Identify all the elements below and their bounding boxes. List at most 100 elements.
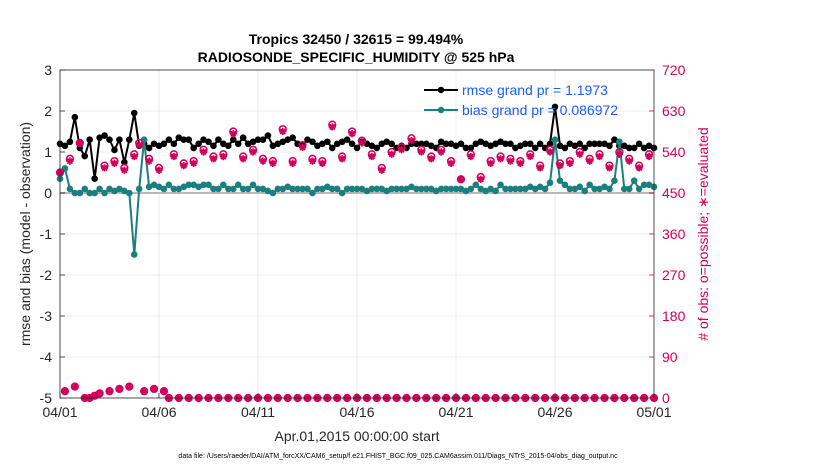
rmse-point xyxy=(333,140,341,148)
bias-point xyxy=(512,185,519,193)
rmse-point xyxy=(502,140,509,148)
rmse-point xyxy=(200,136,207,143)
bias-point xyxy=(338,189,346,197)
obs-evaluated-point xyxy=(219,152,227,161)
bias-point xyxy=(447,185,455,193)
obs-evaluated-point xyxy=(348,130,356,138)
rmse-point xyxy=(264,132,272,139)
bias-point xyxy=(427,185,435,193)
obs-evaluated-point xyxy=(115,385,123,393)
obs-evaluated-point xyxy=(526,152,534,161)
obs-evaluated-point xyxy=(71,383,79,391)
rmse-point xyxy=(165,136,173,143)
y-tick-label: -3 xyxy=(40,308,53,324)
obs-evaluated-point xyxy=(239,155,247,163)
bias-point xyxy=(121,187,128,195)
obs-evaluated-point xyxy=(536,164,544,172)
rmse-point xyxy=(566,140,574,148)
chart-title-line2: RADIOSONDE_SPECIFIC_HUMIDITY @ 525 hPa xyxy=(198,49,515,65)
bias-point xyxy=(621,185,628,193)
bias-point xyxy=(126,189,133,197)
obs-evaluated-point xyxy=(91,392,99,400)
bias-point xyxy=(101,189,108,197)
bias-point xyxy=(477,185,485,193)
obs-evaluated-point xyxy=(96,389,104,398)
rmse-point xyxy=(81,152,89,160)
y-tick-label: -4 xyxy=(40,349,53,365)
bias-point xyxy=(333,185,341,193)
y-tick-label: 0 xyxy=(44,185,52,201)
bias-point xyxy=(259,185,267,193)
bias-point xyxy=(304,185,311,193)
rmse-point xyxy=(91,175,98,182)
rmse-point xyxy=(155,142,163,150)
bias-point xyxy=(566,185,574,193)
obs-evaluated-point xyxy=(645,152,653,161)
rmse-point xyxy=(378,140,386,148)
rmse-point xyxy=(601,140,608,148)
x-axis-label: Apr.01,2015 00:00:00 start xyxy=(274,428,439,444)
bias-point xyxy=(324,183,331,191)
y-tick-label: -5 xyxy=(40,390,53,406)
y-tick-label: -1 xyxy=(40,226,53,242)
obs-evaluated-point xyxy=(487,159,495,167)
obs-evaluated-point xyxy=(546,148,554,156)
bias-point xyxy=(586,181,593,189)
bias-point xyxy=(561,181,569,189)
rmse-point xyxy=(437,138,445,146)
obs-evaluated-point xyxy=(586,157,594,165)
rmse-point xyxy=(190,144,197,152)
bias-point xyxy=(467,185,475,193)
rmse-point xyxy=(150,140,158,148)
bias-point xyxy=(145,183,153,191)
rmse-point xyxy=(328,144,336,152)
rmse-point xyxy=(591,140,598,148)
rmse-point xyxy=(368,142,376,150)
rmse-point xyxy=(536,140,544,148)
rmse-point xyxy=(61,142,69,150)
rmse-point xyxy=(121,158,128,166)
obs-evaluated-point xyxy=(397,146,406,154)
legend-bias-label: bias grand pr = 0.086972 xyxy=(462,102,618,118)
rmse-point xyxy=(477,138,485,146)
rmse-point xyxy=(210,142,217,150)
obs-evaluated-point xyxy=(105,387,114,395)
bias-point xyxy=(546,179,554,187)
obs-evaluated-point xyxy=(110,159,119,167)
rmse-point xyxy=(66,138,74,146)
rmse-point xyxy=(284,136,292,143)
rmse-point xyxy=(517,142,524,150)
obs-evaluated-point xyxy=(605,164,614,172)
obs-evaluated-point xyxy=(249,148,257,156)
bias-point xyxy=(200,181,207,189)
bias-point xyxy=(472,181,480,189)
bias-point xyxy=(229,185,237,193)
y-right-tick-label: 540 xyxy=(662,144,686,160)
bias-point xyxy=(576,183,584,191)
rmse-point xyxy=(314,142,321,150)
bias-point xyxy=(487,185,494,193)
obs-evaluated-point xyxy=(318,159,326,167)
rmse-point xyxy=(239,134,247,141)
rmse-point xyxy=(126,136,133,143)
y-axis-label-right: # of obs: o=possible; ∗=evaluated xyxy=(695,127,711,340)
rmse-point xyxy=(586,140,593,148)
obs-evaluated-point xyxy=(496,155,505,163)
bias-point xyxy=(205,181,212,189)
rmse-point xyxy=(571,142,579,150)
obs-evaluated-point xyxy=(417,148,425,156)
bias-point xyxy=(190,181,197,189)
y-axis-label: rmse and bias (model - observation) xyxy=(17,122,33,346)
rmse-point xyxy=(561,144,569,152)
obs-evaluated-point xyxy=(457,175,465,183)
bias-point xyxy=(482,187,490,195)
bias-point xyxy=(517,185,524,193)
bias-point xyxy=(358,185,366,193)
y-tick-label: 3 xyxy=(44,62,52,78)
rmse-point xyxy=(116,136,123,143)
bias-point xyxy=(76,189,84,197)
bias-point xyxy=(319,185,326,193)
rmse-point xyxy=(388,140,395,148)
obs-evaluated-point xyxy=(595,152,604,161)
